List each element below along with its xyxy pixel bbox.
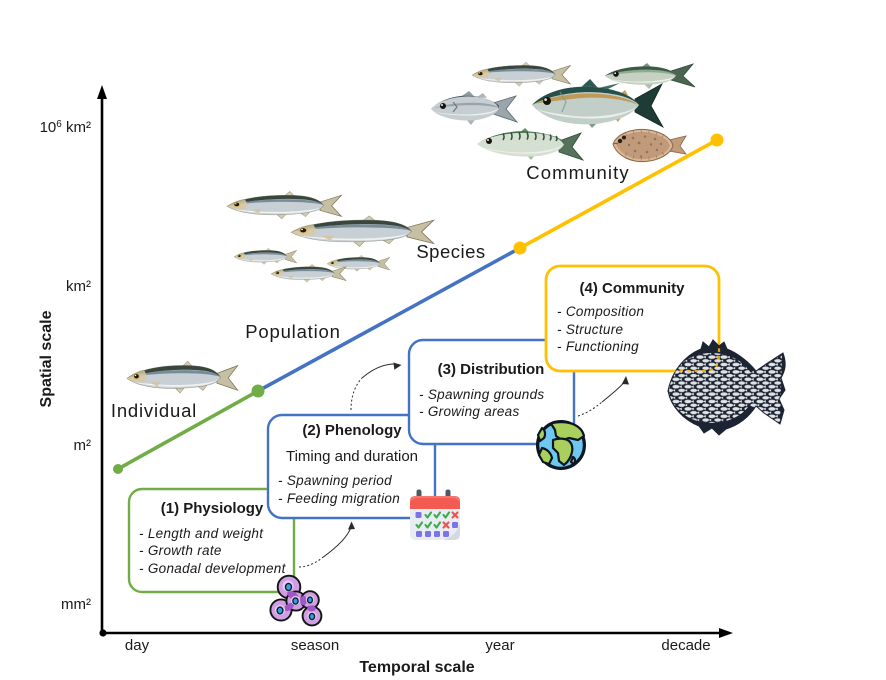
- svg-text:(3) Distribution: (3) Distribution: [438, 361, 545, 378]
- svg-text:(1) Physiology: (1) Physiology: [161, 500, 264, 517]
- svg-text:Species: Species: [416, 241, 485, 262]
- svg-text:- Spawning grounds: - Spawning grounds: [419, 387, 544, 402]
- svg-text:decade: decade: [661, 637, 710, 654]
- svg-text:Individual: Individual: [111, 400, 197, 421]
- svg-text:mm²: mm²: [61, 596, 91, 613]
- svg-text:year: year: [485, 637, 514, 654]
- svg-text:m²: m²: [74, 437, 92, 454]
- svg-text:day: day: [125, 637, 150, 654]
- svg-text:- Feeding migration: - Feeding migration: [278, 491, 400, 506]
- svg-text:season: season: [291, 637, 339, 654]
- svg-text:Population: Population: [245, 321, 340, 342]
- svg-text:- Structure: - Structure: [557, 322, 623, 337]
- svg-text:Temporal scale: Temporal scale: [359, 659, 474, 676]
- svg-text:Timing and duration: Timing and duration: [286, 448, 418, 465]
- svg-text:Spatial scale: Spatial scale: [38, 310, 55, 407]
- svg-text:- Functioning: - Functioning: [557, 339, 639, 354]
- svg-text:(4) Community: (4) Community: [580, 280, 686, 297]
- svg-text:- Spawning period: - Spawning period: [278, 473, 392, 488]
- svg-text:- Growing areas: - Growing areas: [419, 404, 520, 419]
- svg-text:- Composition: - Composition: [557, 304, 644, 319]
- svg-text:(2) Phenology: (2) Phenology: [302, 422, 402, 439]
- svg-text:- Length and weight: - Length and weight: [139, 526, 264, 541]
- svg-text:- Growth rate: - Growth rate: [139, 543, 222, 558]
- svg-text:Community: Community: [526, 162, 629, 183]
- svg-text:km²: km²: [66, 278, 91, 295]
- svg-text:106 km²: 106 km²: [40, 119, 91, 136]
- svg-text:- Gonadal development: - Gonadal development: [139, 561, 287, 576]
